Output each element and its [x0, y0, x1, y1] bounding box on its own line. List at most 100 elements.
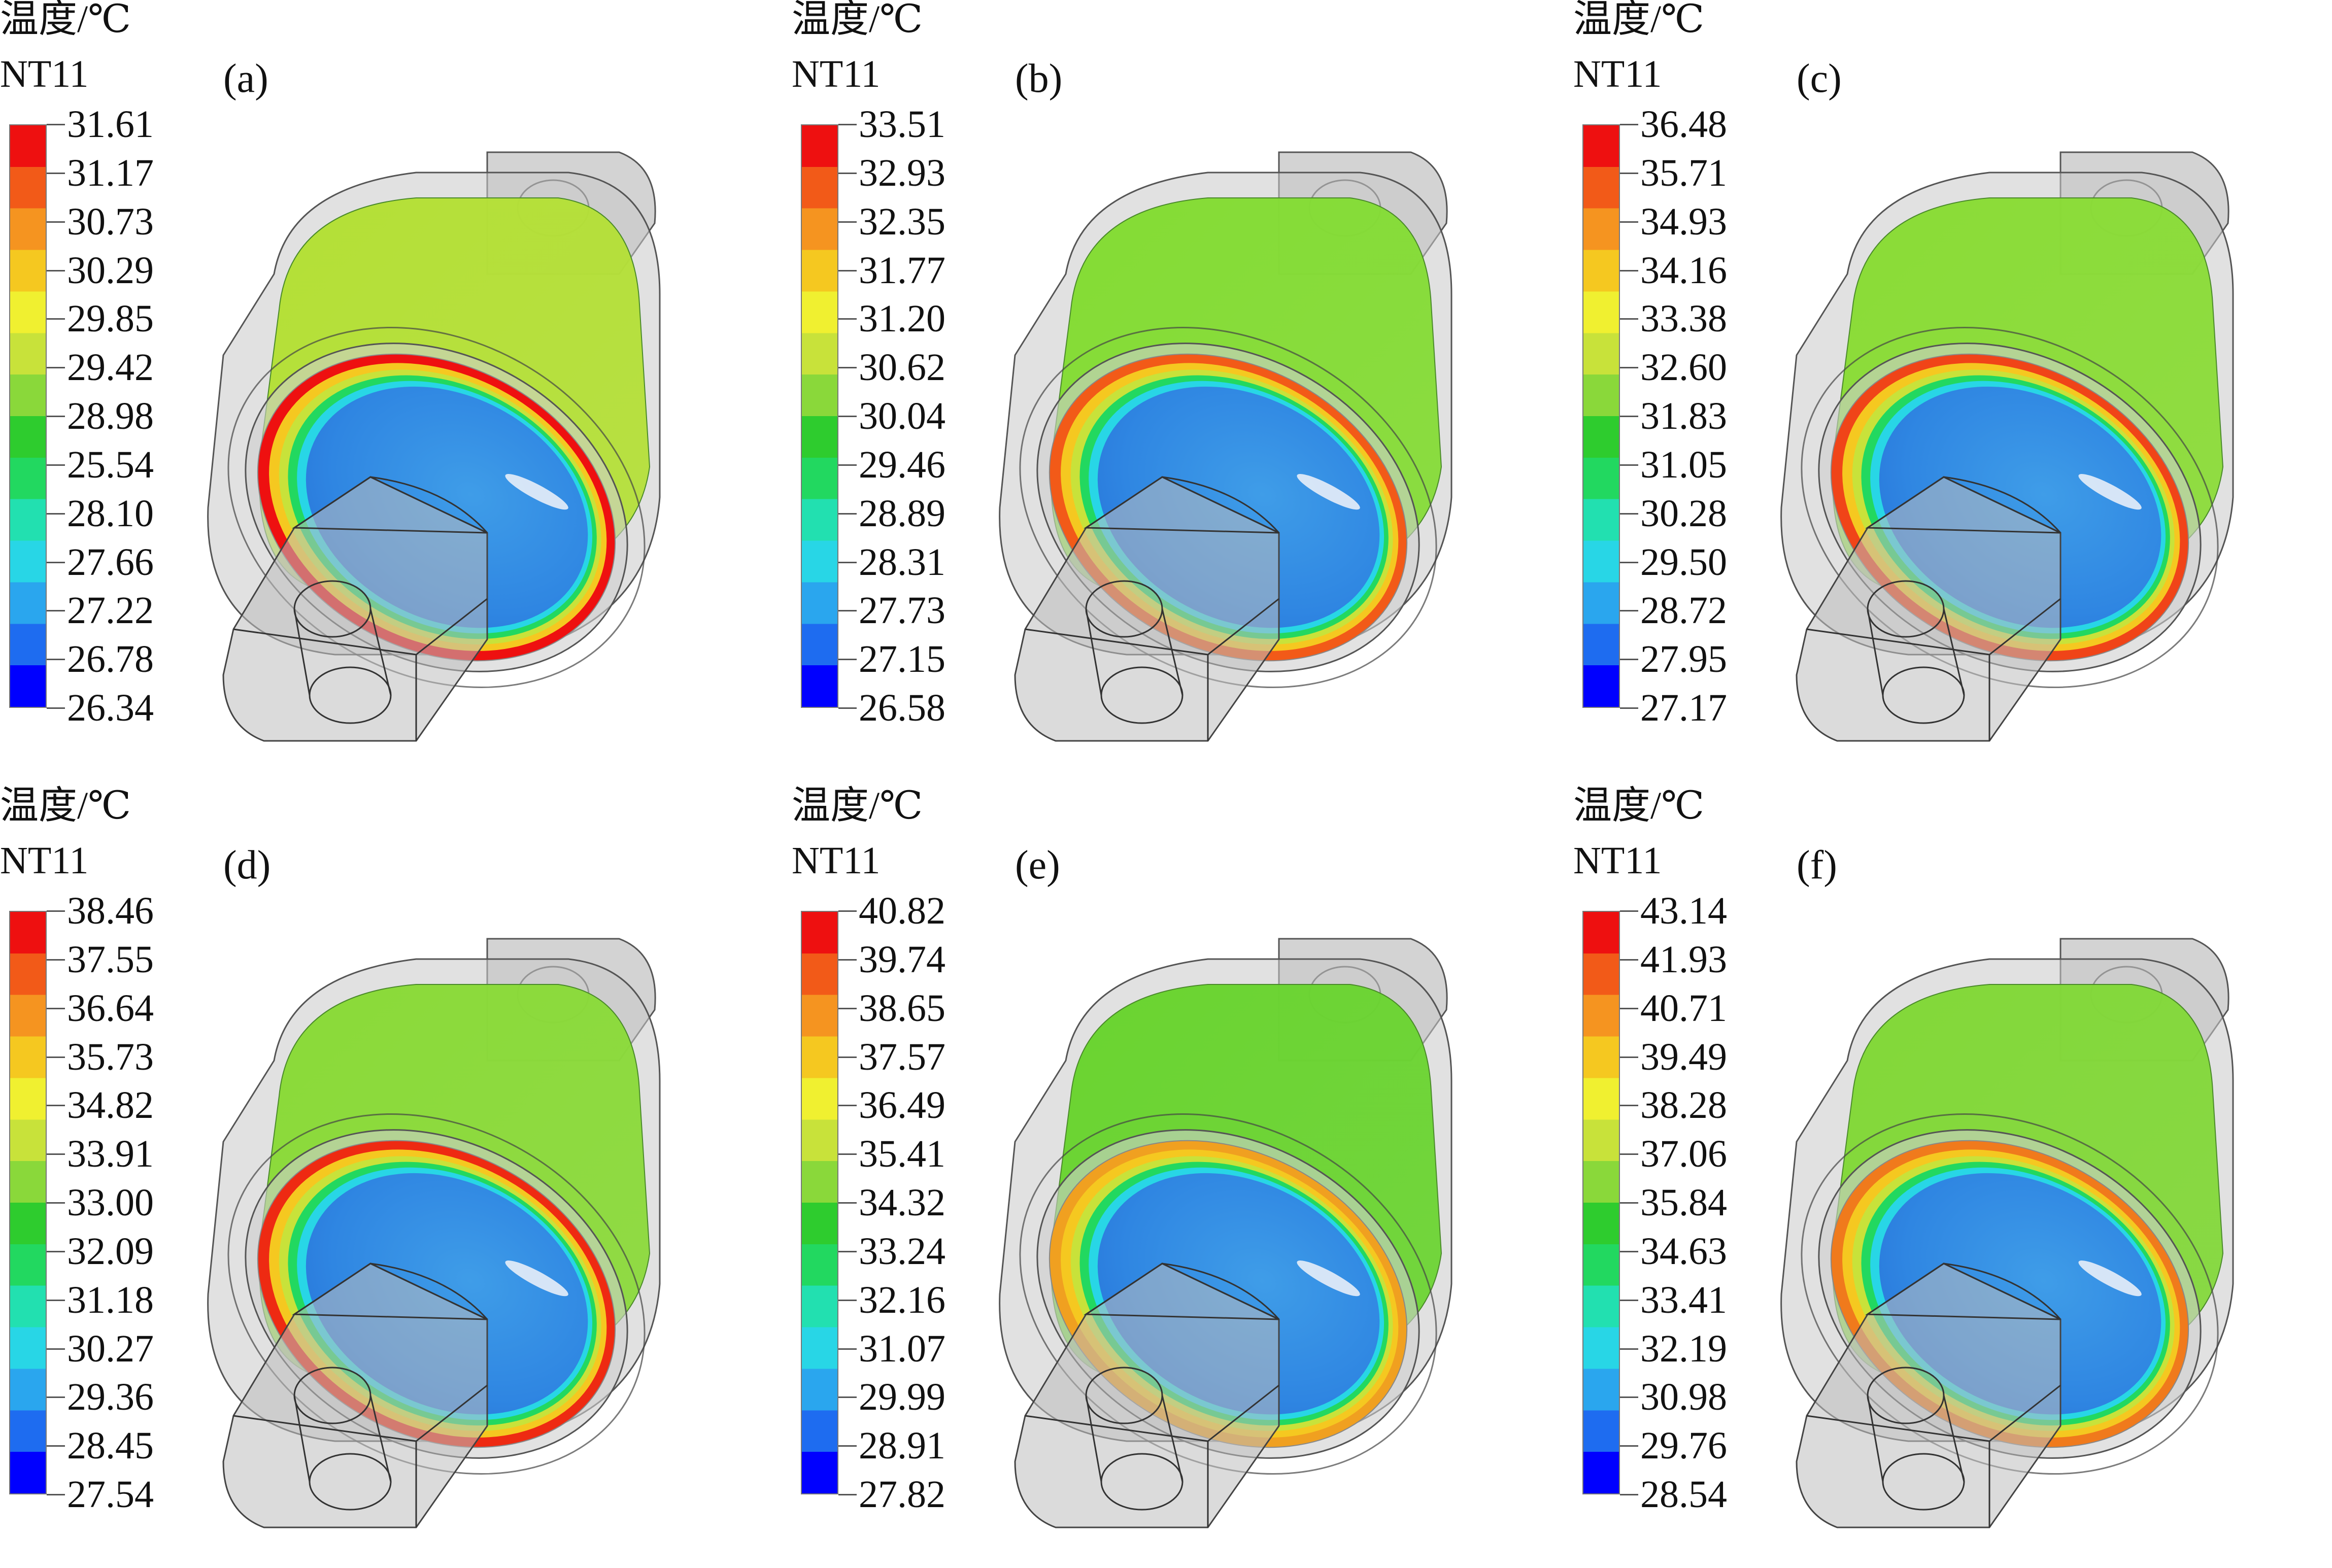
colorbar-tick-label: 32.09: [67, 1230, 154, 1273]
colorbar-tick: [47, 1396, 65, 1399]
colorbar-tick-label: 31.20: [859, 297, 945, 340]
colorbar-tick: [47, 1202, 65, 1204]
colorbar-tick-label: 27.17: [1640, 687, 1727, 729]
colorbar: [1582, 911, 1620, 1494]
colorbar-tick: [838, 610, 857, 612]
colorbar-tick-label: 28.72: [1640, 589, 1727, 632]
colorbar-tick: [1620, 1299, 1638, 1301]
colorbar-tick: [47, 1153, 65, 1155]
colorbar-tick-label: 28.45: [67, 1424, 154, 1468]
colorbar-tick: [838, 1202, 857, 1204]
front-bracket: [222, 476, 488, 742]
colorbar-tick-label: 36.64: [67, 986, 154, 1030]
legend-title: 温度/℃: [0, 785, 131, 827]
colorbar-tick: [1620, 513, 1638, 515]
colorbar-tick-label: 37.06: [1640, 1133, 1727, 1176]
colorbar-tick: [47, 318, 65, 320]
colorbar-tick-label: 30.98: [1640, 1376, 1727, 1419]
colorbar-tick: [838, 1494, 857, 1495]
colorbar-tick: [1620, 1202, 1638, 1204]
front-bracket: [1014, 1263, 1280, 1528]
colorbar-tick-label: 35.84: [1640, 1181, 1727, 1224]
colorbar-tick: [838, 1056, 857, 1058]
colorbar-tick: [1620, 610, 1638, 612]
colorbar-tick: [47, 959, 65, 961]
panel-f: 温度/℃ NT11 (f) 43.14 41.93 40.71 39.49 38.28 37.0…: [1573, 787, 2332, 1568]
colorbar-tick-label: 29.85: [67, 297, 154, 340]
colorbar-tick: [838, 959, 857, 961]
colorbar-tick: [1620, 910, 1638, 912]
colorbar-tick-label: 34.16: [1640, 249, 1727, 292]
colorbar-tick-label: 37.55: [67, 938, 154, 981]
colorbar-tick: [1620, 1056, 1638, 1058]
colorbar-tick: [47, 269, 65, 271]
colorbar-tick-label: 29.42: [67, 346, 154, 389]
colorbar-tick-label: 25.54: [67, 443, 154, 486]
colorbar-tick-label: 30.28: [1640, 492, 1727, 535]
temperature-contour-model: [207, 151, 661, 742]
colorbar-tick-label: 31.17: [67, 151, 154, 194]
colorbar-tick: [838, 1445, 857, 1447]
colorbar-tick-label: 30.04: [859, 395, 945, 437]
colorbar-tick-label: 28.10: [67, 492, 154, 535]
front-bracket: [1014, 476, 1280, 742]
colorbar-tick: [1620, 124, 1638, 125]
colorbar-tick: [838, 1153, 857, 1155]
colorbar-tick-label: 40.71: [1640, 986, 1727, 1030]
colorbar-tick-label: 33.00: [67, 1181, 154, 1224]
colorbar-tick: [47, 910, 65, 912]
front-bracket: [1796, 1263, 2061, 1528]
colorbar-tick: [1620, 959, 1638, 961]
colorbar-tick-label: 32.35: [859, 200, 945, 243]
colorbar-tick-label: 29.36: [67, 1376, 154, 1419]
colorbar-tick-label: 28.89: [859, 492, 945, 535]
colorbar-tick: [838, 513, 857, 515]
legend-variable: NT11: [0, 53, 89, 95]
colorbar-tick: [47, 221, 65, 223]
panel-label: (d): [223, 843, 271, 888]
colorbar-tick-label: 33.91: [67, 1133, 154, 1176]
legend-variable: NT11: [792, 839, 881, 882]
colorbar-tick-label: 38.65: [859, 986, 945, 1030]
colorbar-tick-label: 33.38: [1640, 297, 1727, 340]
colorbar-tick: [1620, 318, 1638, 320]
temperature-contour-model: [999, 938, 1452, 1528]
front-bracket: [222, 1263, 488, 1528]
colorbar-tick-label: 27.73: [859, 589, 945, 632]
colorbar-tick: [838, 1007, 857, 1009]
colorbar-tick: [838, 318, 857, 320]
colorbar-tick-label: 29.76: [1640, 1424, 1727, 1468]
colorbar-tick: [838, 221, 857, 223]
colorbar-tick-label: 32.93: [859, 151, 945, 194]
panel-d: 温度/℃ NT11 (d) 38.46 37.55 36.64 35.73 34.82 33.9…: [0, 787, 776, 1568]
panel-label: (f): [1797, 843, 1837, 888]
colorbar-tick: [47, 1445, 65, 1447]
colorbar-tick-label: 29.50: [1640, 540, 1727, 584]
colorbar-tick-label: 34.82: [67, 1084, 154, 1127]
colorbar-tick-label: 35.41: [859, 1133, 945, 1176]
colorbar: [801, 124, 838, 708]
colorbar-tick: [47, 416, 65, 417]
panel-label: (b): [1015, 56, 1063, 101]
colorbar-tick: [1620, 1250, 1638, 1252]
colorbar-tick: [47, 1299, 65, 1301]
colorbar-tick: [47, 659, 65, 661]
colorbar-tick-label: 30.73: [67, 200, 154, 243]
colorbar-tick-label: 35.71: [1640, 151, 1727, 194]
colorbar-tick: [838, 561, 857, 563]
colorbar-tick: [47, 707, 65, 709]
colorbar-tick-label: 30.62: [859, 346, 945, 389]
colorbar-tick: [47, 1056, 65, 1058]
colorbar-tick: [47, 464, 65, 466]
colorbar-tick-label: 32.19: [1640, 1327, 1727, 1370]
legend-variable: NT11: [792, 53, 881, 95]
colorbar-tick-label: 31.83: [1640, 395, 1727, 437]
colorbar-tick: [838, 910, 857, 912]
colorbar-tick: [1620, 269, 1638, 271]
colorbar-tick: [1620, 659, 1638, 661]
panel-e: 温度/℃ NT11 (e) 40.82 39.74 38.65 37.57 36.49 35.4…: [792, 787, 1568, 1568]
colorbar-tick-label: 31.61: [67, 103, 154, 146]
colorbar-tick: [1620, 1105, 1638, 1107]
legend-title: 温度/℃: [1573, 785, 1705, 827]
colorbar-tick: [1620, 1494, 1638, 1495]
